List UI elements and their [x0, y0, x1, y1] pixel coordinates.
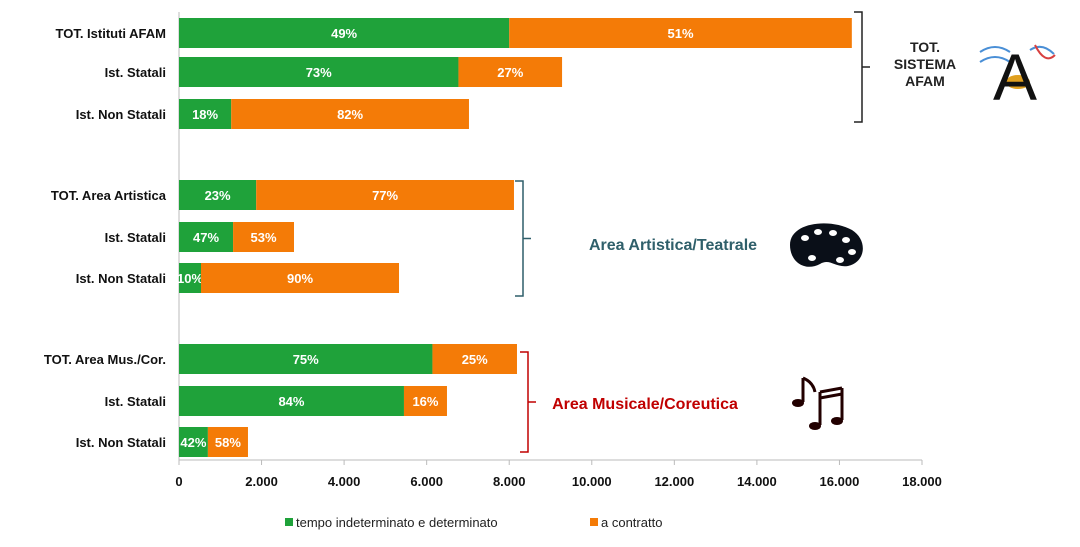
category-label: TOT. Area Artistica [51, 188, 167, 203]
bar-segment [403, 386, 447, 416]
bar-segment [179, 344, 433, 374]
bar-segment [256, 180, 514, 210]
bar-segment [179, 427, 208, 457]
data-label: 84% [278, 394, 304, 409]
legend-swatch [285, 518, 293, 526]
group-bracket [520, 351, 536, 453]
bar-segment [179, 263, 202, 293]
x-tick-label: 14.000 [737, 474, 777, 489]
group-bracket [515, 180, 531, 297]
data-label: 18% [192, 107, 218, 122]
category-label: TOT. Area Mus./Cor. [44, 352, 166, 367]
bar-segment [179, 180, 257, 210]
group-label-afam: SISTEMA [894, 56, 956, 72]
afam-logo-icon: A [979, 40, 1056, 114]
music-notes-icon [792, 376, 844, 430]
x-tick-label: 8.000 [493, 474, 526, 489]
data-label: 90% [287, 271, 313, 286]
group-label-afam: AFAM [905, 73, 945, 89]
category-label: Ist. Statali [105, 230, 166, 245]
svg-text:A: A [993, 40, 1037, 114]
legend-label: a contratto [601, 515, 662, 530]
category-label: Ist. Statali [105, 394, 166, 409]
category-label: Ist. Non Statali [76, 271, 166, 286]
data-label: 58% [215, 435, 241, 450]
data-label: 75% [293, 352, 319, 367]
bar-segment [432, 344, 517, 374]
category-label: Ist. Statali [105, 65, 166, 80]
bar-segment [179, 18, 510, 48]
bar-segment [233, 222, 294, 252]
bar-segment [231, 99, 469, 129]
x-tick-label: 6.000 [410, 474, 443, 489]
data-label: 53% [251, 230, 277, 245]
data-label: 25% [462, 352, 488, 367]
legend-item: tempo indeterminato e determinato [285, 515, 498, 530]
data-label: 82% [337, 107, 363, 122]
data-label: 47% [193, 230, 219, 245]
group-label-musicale: Area Musicale/Coreutica [552, 396, 738, 413]
category-label: TOT. Istituti AFAM [56, 26, 167, 41]
x-tick-label: 18.000 [902, 474, 942, 489]
bar-segment [179, 57, 459, 87]
data-label: 51% [668, 26, 694, 41]
data-label: 77% [372, 188, 398, 203]
bar-segment [179, 222, 234, 252]
group-bracket [854, 11, 870, 123]
bar-segment [201, 263, 400, 293]
x-tick-label: 10.000 [572, 474, 612, 489]
category-label: Ist. Non Statali [76, 107, 166, 122]
group-label-afam: TOT. [910, 39, 940, 55]
data-label: 42% [180, 435, 206, 450]
x-tick-label: 0 [175, 474, 182, 489]
x-tick-label: 4.000 [328, 474, 361, 489]
x-tick-label: 16.000 [820, 474, 860, 489]
group-label-artistica: Area Artistica/Teatrale [589, 237, 757, 254]
bar-segment [179, 386, 404, 416]
x-tick-label: 12.000 [654, 474, 694, 489]
bar-segment [509, 18, 852, 48]
data-label: 23% [205, 188, 231, 203]
data-label: 49% [331, 26, 357, 41]
bar-segment [179, 99, 232, 129]
data-label: 10% [177, 271, 203, 286]
category-label: Ist. Non Statali [76, 435, 166, 450]
legend-item: a contratto [590, 515, 662, 530]
x-tick-label: 2.000 [245, 474, 278, 489]
data-label: 27% [497, 65, 523, 80]
legend-swatch [590, 518, 598, 526]
bar-segment [207, 427, 248, 457]
data-label: 16% [412, 394, 438, 409]
palette-icon [790, 223, 863, 267]
legend-label: tempo indeterminato e determinato [296, 515, 498, 530]
data-label: 73% [306, 65, 332, 80]
bar-segment [458, 57, 563, 87]
